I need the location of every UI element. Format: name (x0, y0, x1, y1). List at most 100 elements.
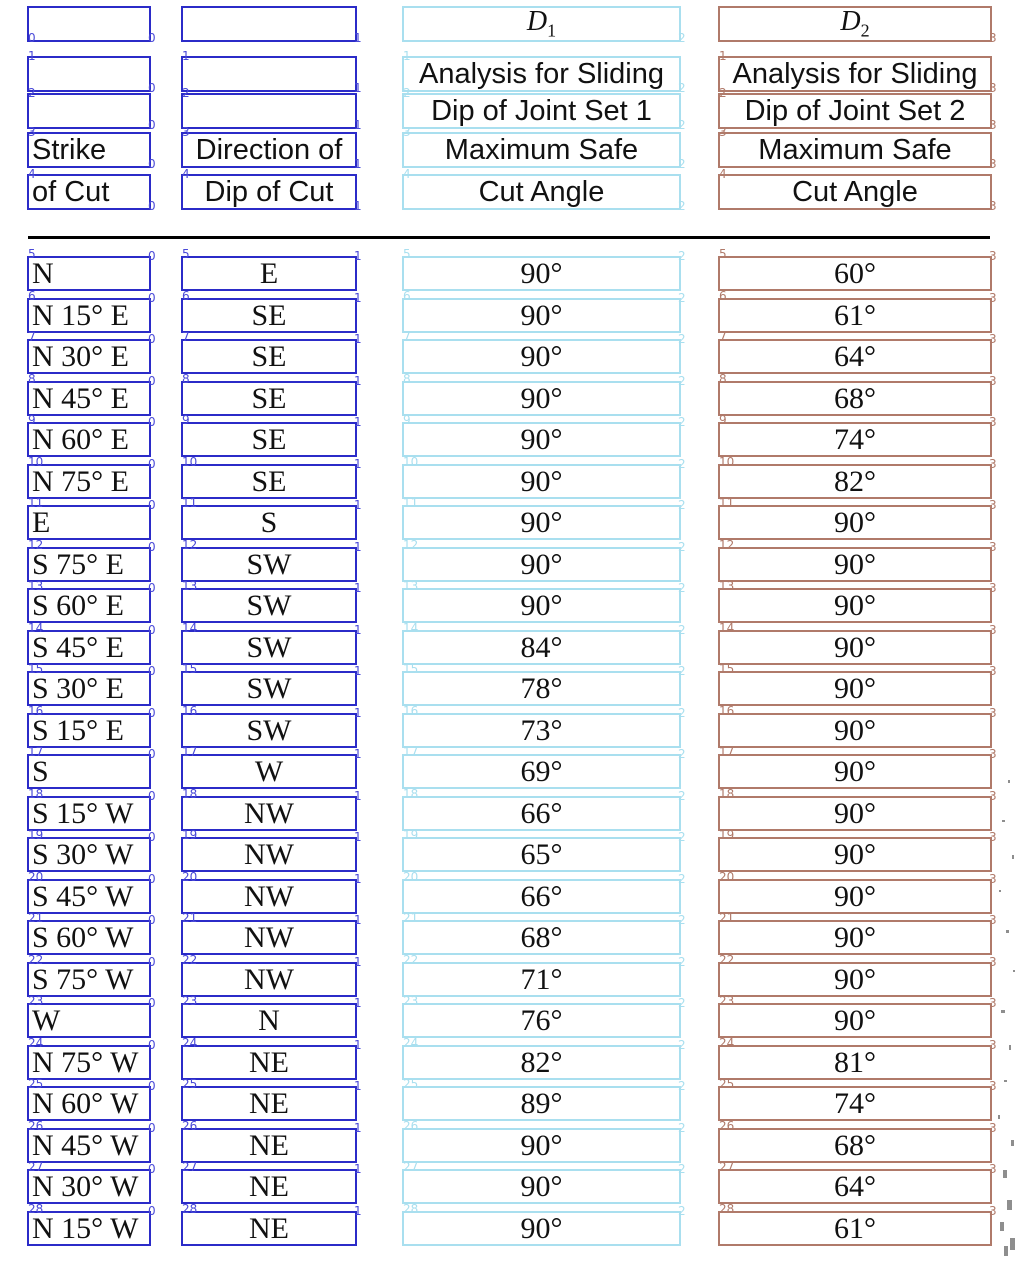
table-cell-text: S 60° E (32, 588, 125, 622)
table-cell-text: 90° (834, 588, 876, 622)
header-col1-text: Strike (32, 133, 107, 166)
header-index-left: 2 (403, 86, 411, 100)
d2-max-cut-angle-cell: 60° (718, 256, 992, 291)
row-index-right: 0 (148, 664, 156, 678)
row-index-right: 2 (678, 1038, 686, 1052)
row-index-right: 3 (989, 747, 997, 761)
row-index-left: 21 (182, 911, 198, 925)
header-cell-col3-line-4: Cut Angle (402, 174, 681, 210)
header-index-right: 0 (148, 81, 156, 95)
row-index-right: 0 (148, 1204, 156, 1218)
d2-max-cut-angle-cell: 90° (718, 630, 992, 665)
header-index-right: 3 (989, 199, 997, 213)
strike-cell: N 15° W (27, 1211, 151, 1246)
dip-direction-cell: W (181, 754, 357, 789)
header-index-left: 1 (182, 49, 190, 63)
header-index-left: 4 (28, 167, 36, 181)
table-cell-text: S 30° E (32, 671, 125, 705)
d1-max-cut-angle-cell: 90° (402, 1128, 681, 1163)
table-cell-text: 90° (520, 1169, 563, 1203)
d1-max-cut-angle-cell: 66° (402, 796, 681, 831)
row-index-left: 6 (403, 289, 411, 303)
d2-max-cut-angle-cell: 74° (718, 422, 992, 457)
table-cell-text: 90° (520, 381, 563, 415)
dip-direction-cell: SE (181, 298, 357, 333)
table-cell-text: 61° (834, 298, 876, 332)
row-index-left: 27 (719, 1160, 735, 1174)
table-cell-text: N 75° E (32, 464, 129, 498)
row-index-left: 11 (403, 496, 419, 510)
strike-cell: S 75° E (27, 547, 151, 582)
dip-direction-cell: NE (181, 1045, 357, 1080)
row-index-right: 0 (148, 291, 156, 305)
row-index-right: 2 (678, 996, 686, 1010)
d2-max-cut-angle-cell: 61° (718, 1211, 992, 1246)
header-index-right: 2 (678, 31, 686, 45)
dip-direction-cell: SW (181, 713, 357, 748)
table-cell-text: N 30° E (32, 339, 129, 373)
table-cell-text: 90° (834, 796, 876, 830)
row-index-left: 27 (182, 1160, 198, 1174)
row-index-right: 3 (989, 581, 997, 595)
header-index-left: 3 (403, 125, 411, 139)
row-index-left: 16 (182, 704, 198, 718)
row-index-left: 25 (28, 1077, 44, 1091)
header-index-left: 2 (719, 86, 727, 100)
row-index-left: 24 (719, 1036, 735, 1050)
row-index-left: 11 (28, 496, 44, 510)
d1-max-cut-angle-cell: 90° (402, 256, 681, 291)
table-cell-text: SW (246, 713, 292, 747)
table-cell-text: SW (246, 547, 292, 581)
row-index-left: 28 (28, 1202, 44, 1216)
table-cell-text: 82° (834, 464, 876, 498)
header-cell-col4-line-3: Maximum Safe (718, 132, 992, 168)
row-index-left: 20 (182, 870, 198, 884)
table-cell-text: 60° (834, 256, 876, 290)
row-index-left: 7 (403, 330, 411, 344)
d1-max-cut-angle-cell: 84° (402, 630, 681, 665)
table-cell-text: 82° (520, 1045, 563, 1079)
header-index-right: 3 (989, 31, 997, 45)
strike-cell: S 30° E (27, 671, 151, 706)
table-cell-text: 90° (834, 671, 876, 705)
row-index-left: 26 (719, 1119, 735, 1133)
row-index-right: 2 (678, 872, 686, 886)
table-cell-text: 76° (520, 1003, 563, 1037)
table-cell-text: NW (244, 920, 294, 954)
table-cell-text: E (259, 256, 279, 290)
row-index-left: 15 (403, 662, 419, 676)
table-cell-text: NE (249, 1128, 289, 1162)
strike-cell: S 60° W (27, 920, 151, 955)
d2-max-cut-angle-cell: 90° (718, 962, 992, 997)
row-index-right: 1 (354, 789, 362, 803)
row-index-right: 3 (989, 457, 997, 471)
dip-direction-cell: SE (181, 422, 357, 457)
row-index-left: 27 (403, 1160, 419, 1174)
row-index-left: 12 (182, 538, 198, 552)
row-index-left: 28 (403, 1202, 419, 1216)
row-index-right: 0 (148, 955, 156, 969)
header-index-left: 0 (28, 31, 36, 45)
header-index-right: 0 (148, 31, 156, 45)
dip-direction-cell: S (181, 505, 357, 540)
row-index-left: 9 (403, 413, 411, 427)
table-cell-text: 78° (520, 671, 563, 705)
header-cell-col4-line-0: D2 (718, 6, 992, 42)
d2-max-cut-angle-cell: 90° (718, 547, 992, 582)
table-cell-text: S 45° E (32, 630, 125, 664)
row-index-right: 2 (678, 913, 686, 927)
strike-cell: N 60° W (27, 1086, 151, 1121)
strike-cell: N 75° W (27, 1045, 151, 1080)
header-index-left: 4 (719, 167, 727, 181)
row-index-left: 22 (719, 953, 735, 967)
header-col3-text: Dip of Joint Set 1 (431, 94, 652, 127)
table-cell-text: N (258, 1003, 280, 1037)
header-cell-col1-line-3: Strike (27, 132, 151, 168)
d2-max-cut-angle-cell: 90° (718, 920, 992, 955)
row-index-right: 2 (678, 457, 686, 471)
row-index-right: 0 (148, 623, 156, 637)
table-cell-text: 90° (520, 339, 563, 373)
d1-max-cut-angle-cell: 90° (402, 588, 681, 623)
row-index-left: 6 (28, 289, 36, 303)
